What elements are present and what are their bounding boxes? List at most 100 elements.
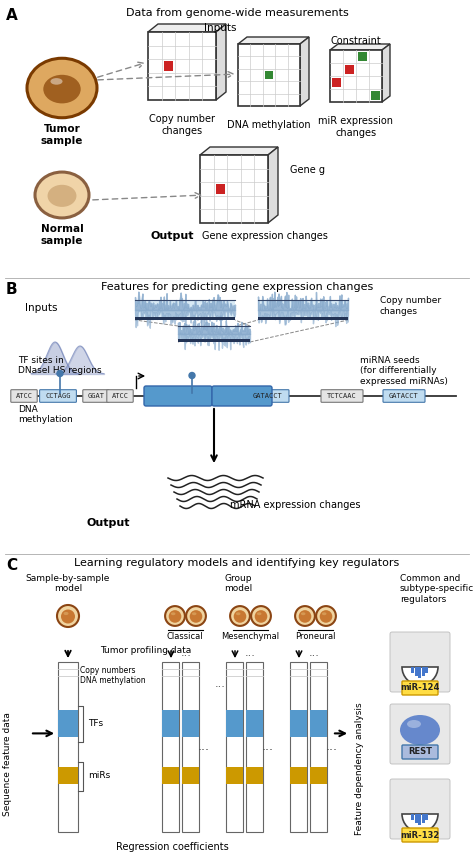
Ellipse shape	[50, 78, 63, 84]
Ellipse shape	[230, 606, 250, 626]
Text: ...: ...	[309, 648, 320, 658]
Text: Common and
subtype-specific
regulators: Common and subtype-specific regulators	[400, 574, 474, 604]
FancyBboxPatch shape	[212, 386, 272, 406]
Text: ...: ...	[245, 648, 256, 658]
Text: GATACCT: GATACCT	[389, 393, 419, 399]
Bar	[422, 814, 425, 823]
Bar	[419, 667, 421, 678]
Text: Sequence feature data: Sequence feature data	[3, 712, 12, 816]
Text: Tumor
sample: Tumor sample	[41, 124, 83, 146]
Bar	[58, 662, 78, 832]
Bar	[419, 814, 421, 825]
Polygon shape	[382, 44, 390, 102]
Polygon shape	[148, 24, 226, 32]
Bar	[164, 61, 173, 71]
Text: miR-124: miR-124	[401, 683, 440, 693]
Text: B: B	[6, 282, 18, 297]
Bar	[426, 814, 428, 820]
FancyBboxPatch shape	[402, 745, 438, 759]
Ellipse shape	[47, 185, 76, 207]
Text: Gene g: Gene g	[290, 165, 325, 175]
Ellipse shape	[64, 612, 69, 615]
Polygon shape	[330, 50, 382, 102]
Bar	[178, 326, 250, 342]
Text: ...: ...	[198, 740, 210, 753]
Bar	[135, 300, 235, 320]
Text: Classical: Classical	[167, 632, 203, 641]
Ellipse shape	[295, 606, 315, 626]
FancyBboxPatch shape	[402, 828, 438, 842]
FancyBboxPatch shape	[11, 389, 37, 402]
Bar	[135, 317, 235, 320]
Bar	[178, 339, 250, 342]
Bar	[358, 52, 367, 61]
Polygon shape	[238, 37, 309, 44]
Ellipse shape	[255, 610, 267, 623]
Ellipse shape	[234, 610, 246, 623]
Text: Feature dependency analysis: Feature dependency analysis	[356, 703, 365, 835]
Ellipse shape	[189, 372, 195, 378]
Bar	[226, 768, 243, 785]
Text: Data from genome-wide measurements: Data from genome-wide measurements	[126, 8, 348, 18]
Bar	[415, 814, 418, 823]
Bar	[58, 710, 78, 737]
Ellipse shape	[35, 172, 89, 218]
Text: Output: Output	[86, 518, 130, 528]
Bar	[162, 768, 179, 785]
Bar	[411, 814, 414, 820]
Bar	[58, 768, 78, 785]
Ellipse shape	[61, 609, 75, 624]
Wedge shape	[402, 667, 438, 685]
Text: GATACCT: GATACCT	[253, 393, 283, 399]
Text: REST: REST	[408, 747, 432, 757]
Bar	[371, 91, 380, 100]
Bar	[258, 317, 348, 320]
FancyBboxPatch shape	[321, 389, 363, 402]
Text: Normal
sample: Normal sample	[41, 224, 83, 245]
Text: Inputs: Inputs	[204, 23, 236, 33]
Polygon shape	[200, 155, 268, 223]
Text: miR expression
changes: miR expression changes	[319, 116, 393, 138]
Ellipse shape	[192, 613, 196, 615]
Ellipse shape	[301, 613, 305, 615]
Polygon shape	[216, 24, 226, 100]
FancyBboxPatch shape	[390, 632, 450, 692]
Text: C: C	[6, 558, 17, 573]
Text: miR-132: miR-132	[401, 831, 439, 839]
Ellipse shape	[319, 610, 332, 623]
Text: mRNA expression changes: mRNA expression changes	[230, 500, 360, 510]
Bar	[345, 65, 354, 74]
Text: ...: ...	[181, 648, 192, 658]
Ellipse shape	[57, 605, 79, 627]
Bar	[182, 768, 199, 785]
Bar	[310, 768, 327, 785]
Bar	[258, 300, 348, 320]
FancyBboxPatch shape	[390, 704, 450, 764]
Ellipse shape	[57, 371, 63, 377]
Ellipse shape	[257, 613, 262, 615]
Ellipse shape	[169, 610, 181, 623]
Ellipse shape	[251, 606, 271, 626]
Bar	[310, 710, 327, 737]
Bar	[246, 662, 263, 832]
Text: A: A	[6, 8, 18, 23]
Text: Tumor profiling data: Tumor profiling data	[100, 646, 191, 655]
Bar	[246, 768, 263, 785]
Text: Constraint: Constraint	[331, 36, 382, 46]
Bar	[426, 667, 428, 673]
Text: Gene expression changes: Gene expression changes	[202, 231, 328, 241]
Wedge shape	[402, 814, 438, 832]
Text: DNA
methylation: DNA methylation	[18, 405, 73, 424]
Text: Copy number
changes: Copy number changes	[380, 296, 441, 316]
Ellipse shape	[322, 613, 327, 615]
Ellipse shape	[316, 606, 336, 626]
Bar	[162, 662, 179, 832]
Bar	[182, 710, 199, 737]
Bar	[226, 662, 243, 832]
Bar	[332, 78, 341, 87]
Text: miRs: miRs	[88, 771, 110, 780]
Bar	[290, 710, 307, 737]
FancyBboxPatch shape	[390, 779, 450, 839]
Text: TFs: TFs	[88, 719, 103, 728]
Text: DNA methylation: DNA methylation	[227, 120, 311, 130]
